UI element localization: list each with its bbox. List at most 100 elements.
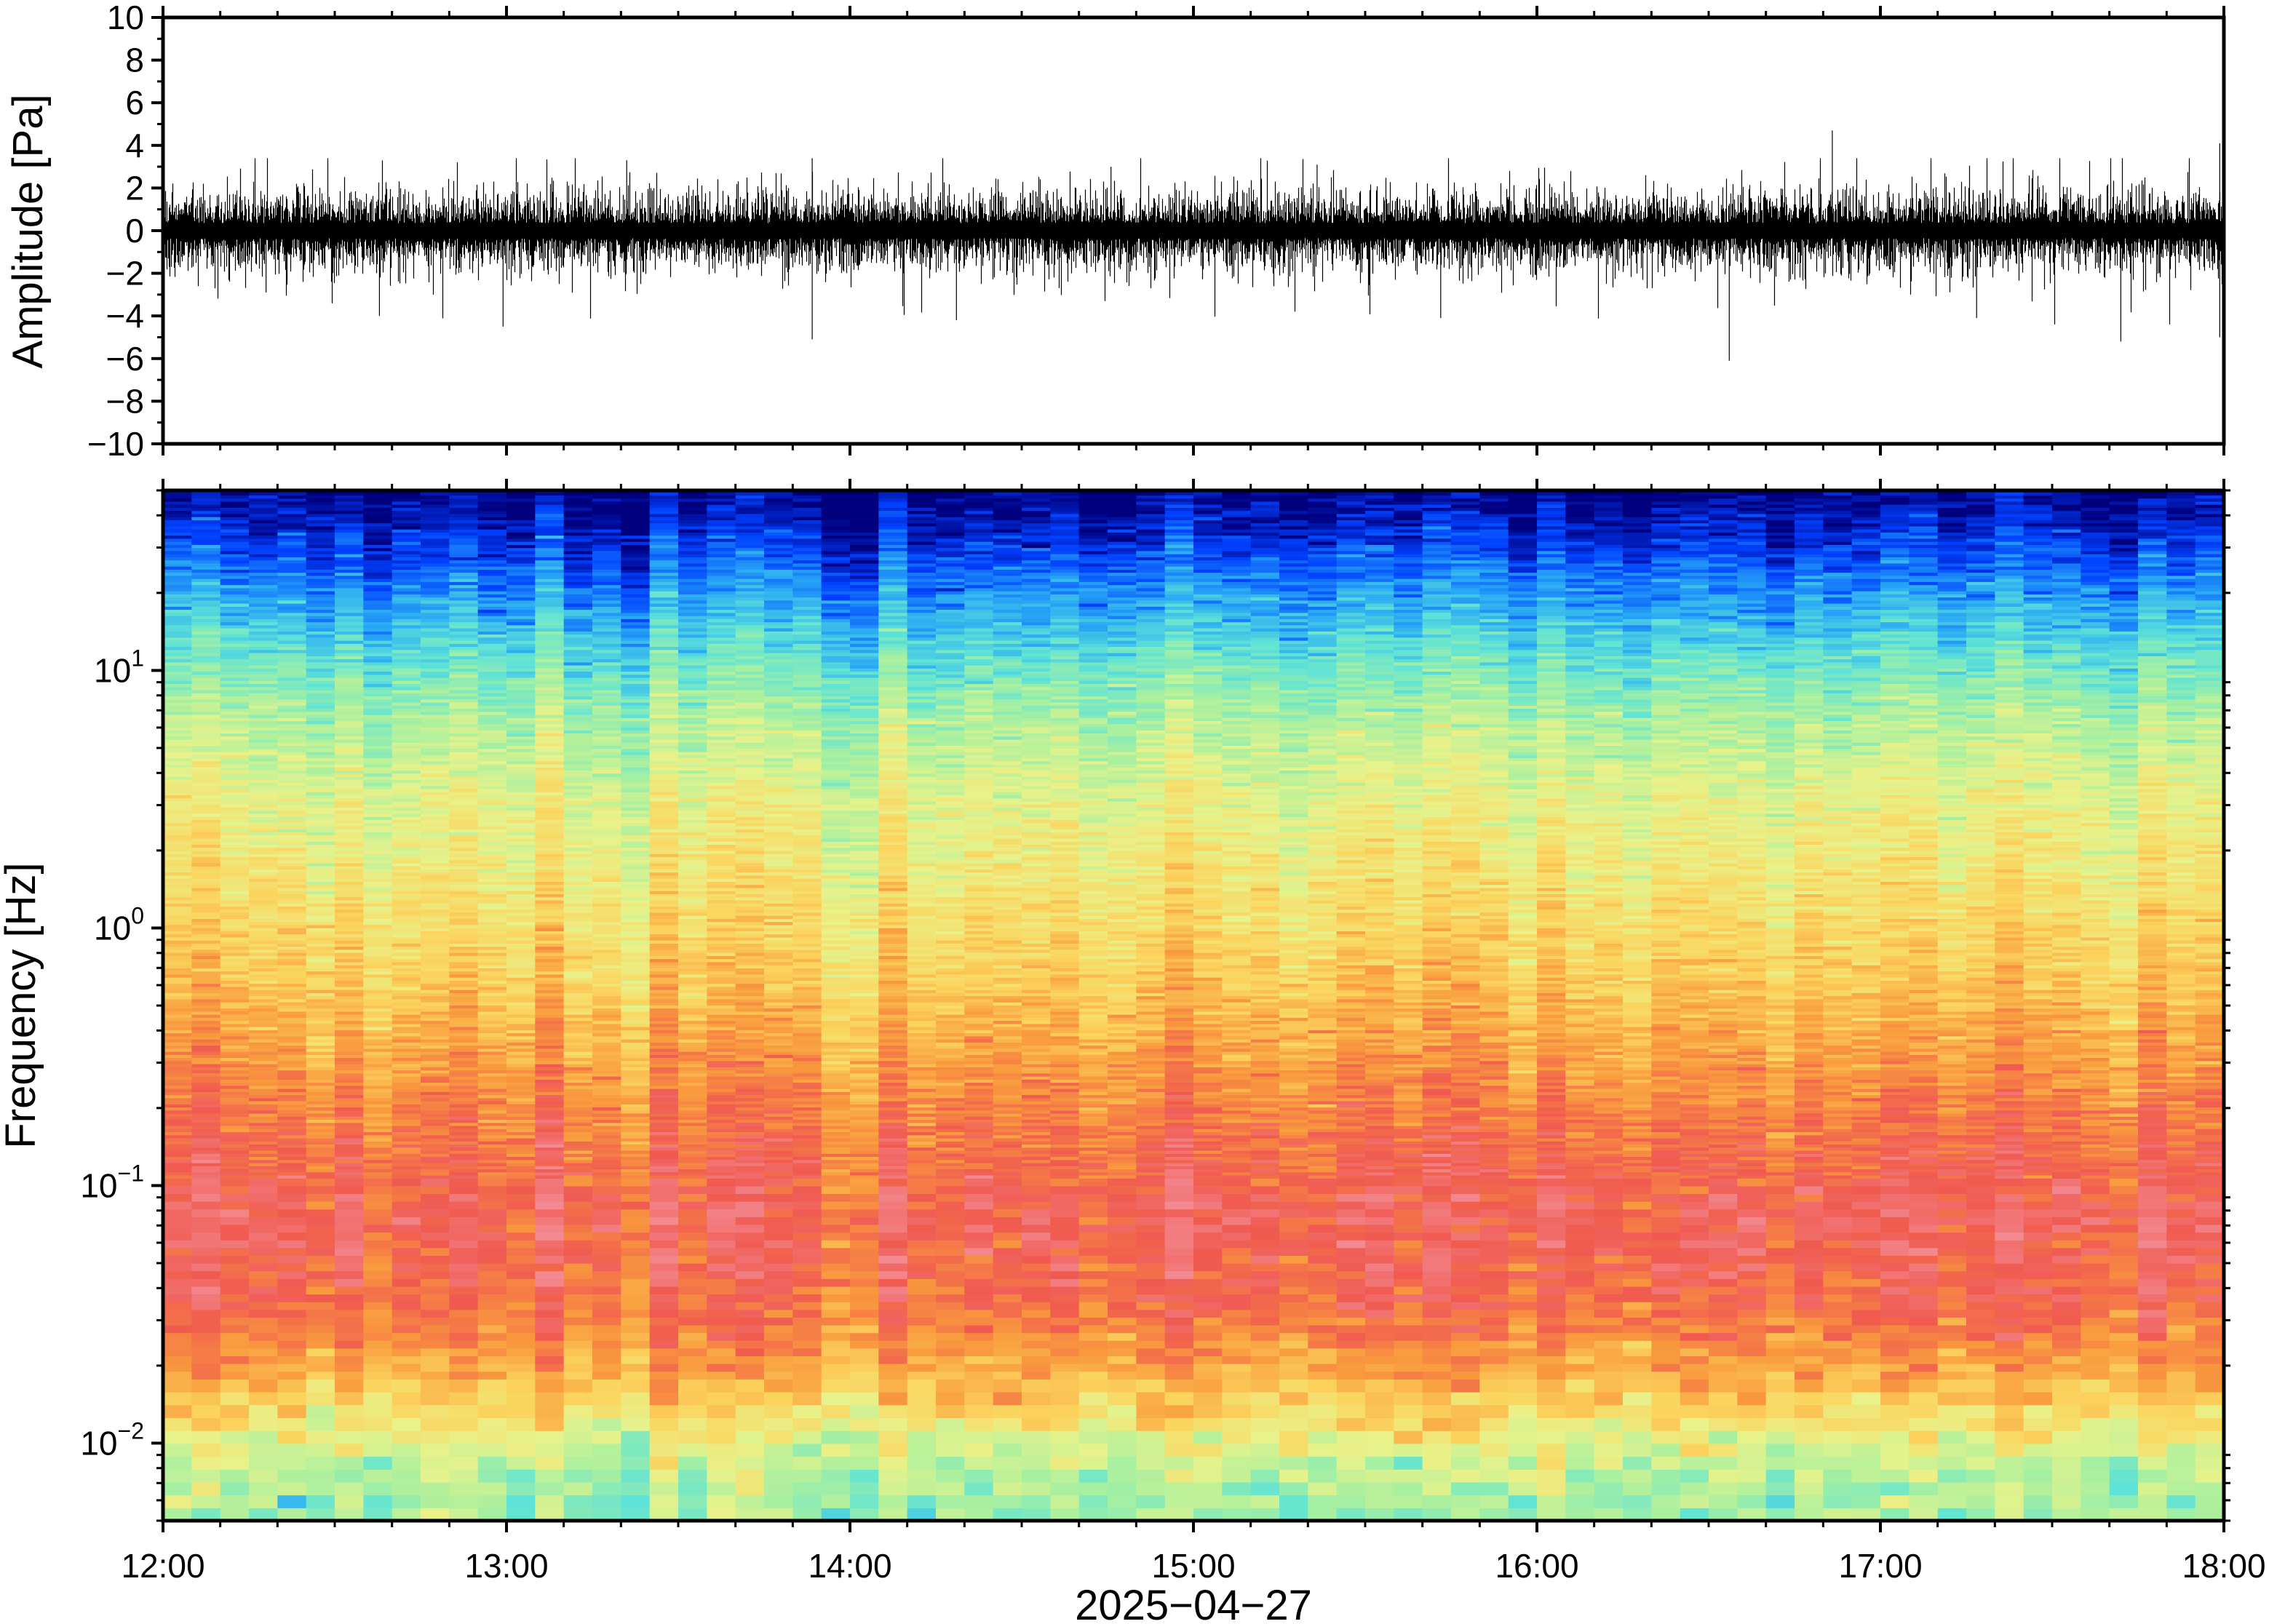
spectrogram-cell <box>335 862 364 867</box>
spectrogram-cell <box>592 717 621 722</box>
spectrogram-cell <box>363 915 393 919</box>
spectrogram-cell <box>563 1193 593 1202</box>
spectrogram-cell <box>563 924 593 928</box>
spectrogram-cell <box>306 520 335 524</box>
spectrogram-cell <box>277 779 307 784</box>
spectrogram-cell <box>363 690 393 693</box>
spectrogram-cell <box>421 1162 450 1166</box>
spectrogram-cell <box>678 1051 707 1055</box>
spectrogram-cell <box>277 634 307 638</box>
spectrogram-cell <box>277 714 307 718</box>
spectrogram-cell <box>535 1014 565 1018</box>
spectrogram-cell <box>477 1091 507 1096</box>
spectrogram-cell <box>249 544 278 549</box>
spectrogram-cell <box>306 616 335 619</box>
spectrogram-cell <box>649 726 679 731</box>
spectrogram-cell <box>449 646 479 650</box>
spectrogram-cell <box>421 795 450 799</box>
spectrogram-cell <box>220 581 250 586</box>
spectrogram-cell <box>163 1324 192 1334</box>
spectrogram-cell <box>392 566 421 570</box>
spectrogram-cell <box>592 1309 621 1318</box>
spectrogram-cell <box>678 952 707 956</box>
spectrogram-cell <box>392 1193 421 1202</box>
spectrogram-cell <box>477 1104 507 1108</box>
spectrogram-cell <box>621 520 651 524</box>
spectrogram-cell <box>421 763 450 768</box>
spectrogram-cell <box>621 949 651 953</box>
spectrogram-cell <box>535 965 565 968</box>
spectrogram-cell <box>563 1159 593 1163</box>
spectrogram-cell <box>220 1067 250 1071</box>
spectrogram-cell <box>421 513 450 517</box>
spectrogram-cell <box>277 1185 307 1195</box>
spectrogram-cell <box>277 1247 307 1256</box>
spectrogram-cell <box>592 832 621 836</box>
spectrogram-cell <box>277 1030 307 1034</box>
spectrogram-cell <box>563 1255 593 1264</box>
spectrogram-cell <box>649 541 679 545</box>
spectrogram-cell <box>163 653 192 656</box>
spectrogram-cell <box>563 572 593 576</box>
spectrogram-cell <box>449 541 479 545</box>
spectrogram-cell <box>277 1134 307 1139</box>
spectrogram-cell <box>449 912 479 916</box>
spectrogram-cell <box>649 1039 679 1043</box>
spectrogram-cell <box>449 968 479 972</box>
spectrogram-cell <box>649 804 679 808</box>
spectrogram-cell <box>678 674 707 678</box>
spectrogram-cell <box>506 677 536 681</box>
spectrogram-cell <box>277 1119 307 1123</box>
spectrogram-cell <box>335 893 364 898</box>
spectrogram-cell <box>678 881 707 885</box>
spectrogram-cell <box>421 698 450 703</box>
spectrogram-cell <box>535 893 565 898</box>
spectrogram-cell <box>506 504 536 508</box>
spectrogram-cell <box>592 1340 621 1349</box>
spectrogram-cell <box>678 853 707 857</box>
spectrogram-cell <box>621 1070 651 1074</box>
spectrogram-cell <box>163 763 192 768</box>
spectrogram-cell <box>163 986 192 990</box>
spectrogram-cell <box>220 708 250 712</box>
spectrogram-cell <box>506 1174 536 1179</box>
spectrogram-cell <box>535 1371 565 1380</box>
spectrogram-cell <box>649 680 679 685</box>
spectrogram-cell <box>563 686 593 690</box>
spectrogram-cell <box>220 837 250 842</box>
spectrogram-cell <box>306 1067 335 1071</box>
spectrogram-cell <box>249 875 278 879</box>
spectrogram-cell <box>249 1144 278 1148</box>
spectrogram-cell <box>220 1171 250 1176</box>
spectrogram-cell <box>621 776 651 780</box>
spectrogram-cell <box>649 720 679 725</box>
spectrogram-cell <box>592 884 621 888</box>
spectrogram-cell <box>163 1088 192 1092</box>
spectrogram-cell <box>335 952 364 956</box>
spectrogram-cell <box>506 594 536 598</box>
waveform-y-tick-label: −6 <box>106 340 144 378</box>
spectrogram-cell <box>535 958 565 963</box>
spectrogram-cell <box>449 1481 479 1496</box>
spectrogram-cell <box>191 1088 221 1092</box>
spectrogram-cell <box>249 844 278 848</box>
spectrogram-cell <box>421 1137 450 1142</box>
spectrogram-cell <box>191 1263 221 1272</box>
spectrogram-cell <box>363 961 393 966</box>
spectrogram-cell <box>421 510 450 514</box>
spectrogram-cell <box>535 609 565 613</box>
spectrogram-cell <box>335 1263 364 1272</box>
spectrogram-cell <box>163 872 192 876</box>
spectrogram-cell <box>363 591 393 594</box>
spectrogram-cell <box>220 1070 250 1074</box>
spectrogram-cell <box>649 1147 679 1151</box>
spectrogram-cell <box>191 705 221 709</box>
spectrogram-cell <box>421 1340 450 1349</box>
spectrogram-cell <box>563 717 593 722</box>
spectrogram-cell <box>392 671 421 675</box>
spectrogram-cell <box>392 550 421 554</box>
spectrogram-cell <box>649 847 679 851</box>
spectrogram-cell <box>249 658 278 663</box>
spectrogram-cell <box>621 1404 651 1418</box>
spectrogram-cell <box>449 581 479 586</box>
